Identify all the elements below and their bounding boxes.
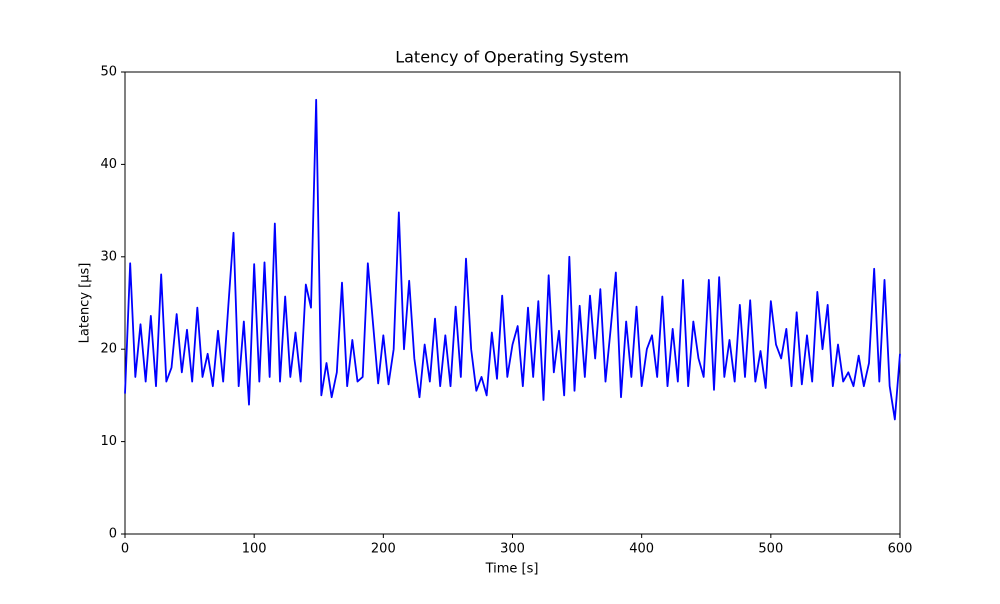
x-axis-label: Time [s] [485, 562, 539, 577]
y-tick-label: 40 [100, 157, 117, 172]
line-series [124, 98, 901, 421]
x-tick-label: 300 [500, 542, 525, 557]
x-tick-label: 400 [629, 542, 654, 557]
x-tick-label: 600 [888, 542, 913, 557]
x-tick-label: 0 [121, 542, 129, 557]
y-tick-label: 30 [100, 249, 117, 264]
x-tick-label: 500 [758, 542, 783, 557]
y-tick-label: 0 [109, 527, 117, 542]
y-axis-label: Latency [µs] [78, 263, 93, 344]
chart-title: Latency of Operating System [395, 48, 629, 67]
x-tick-label: 100 [242, 542, 267, 557]
y-tick-label: 10 [100, 434, 117, 449]
x-tick-label: 200 [371, 542, 396, 557]
plot-frame [124, 71, 901, 535]
y-tick-label: 20 [100, 342, 117, 357]
y-tick-label: 50 [100, 65, 117, 80]
